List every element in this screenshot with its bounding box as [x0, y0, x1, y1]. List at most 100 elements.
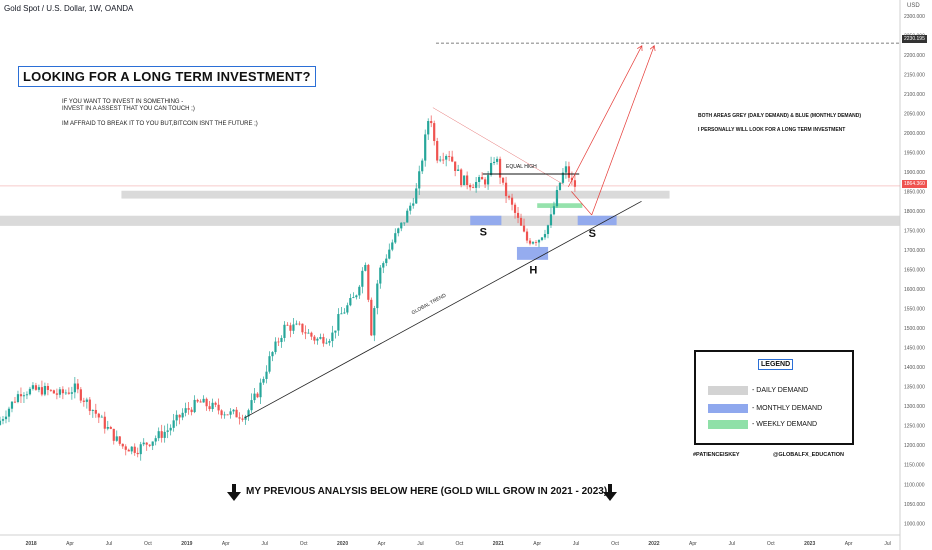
candle-body — [534, 242, 538, 243]
candle-body — [232, 409, 235, 412]
candle-body — [316, 338, 319, 341]
candle-body — [202, 398, 205, 403]
legend-row-monthly: - MONTHLY DEMAND — [708, 404, 848, 414]
y-tick-label: 1400.000 — [904, 365, 925, 371]
candle-body — [528, 240, 532, 244]
legend-box: LEGEND - DAILY DEMAND - MONTHLY DEMAND -… — [694, 350, 854, 445]
candle-body — [445, 156, 448, 160]
candle-body — [109, 426, 112, 429]
candle-body — [400, 222, 403, 229]
candle-body — [49, 389, 53, 391]
legend-row-weekly: - WEEKLY DEMAND — [708, 420, 848, 430]
candle-body — [543, 234, 547, 238]
candle-body — [133, 446, 136, 453]
candle-body — [280, 337, 283, 343]
candle-body — [343, 312, 346, 314]
candle-body — [7, 408, 11, 417]
target-price-tag: 2230.195 — [902, 35, 927, 43]
candle-body — [289, 325, 292, 331]
candle-body — [522, 225, 526, 232]
candle-body — [37, 387, 41, 390]
candle-body — [457, 169, 460, 171]
candle-body — [76, 383, 79, 390]
x-tick-label: 2021 — [493, 541, 504, 547]
candle-body — [439, 159, 442, 161]
x-tick-label: Jul — [573, 541, 579, 547]
candle-body — [295, 323, 298, 325]
candle-body — [190, 409, 193, 413]
candle-body — [501, 177, 505, 183]
candle-body — [573, 180, 577, 187]
candle-body — [283, 324, 286, 338]
currency-label: USD — [907, 3, 920, 9]
candle-body — [561, 172, 565, 183]
symbol-header: Gold Spot / U.S. Dollar, 1W, OANDA — [4, 4, 134, 13]
projection-arrow-2 — [591, 46, 654, 216]
tag-patience: #PATIENCEISKEY — [693, 452, 740, 458]
candle-body — [507, 196, 511, 198]
head-label: H — [529, 265, 537, 277]
candle-body — [537, 239, 541, 243]
x-tick-label: Apr — [689, 541, 697, 547]
candle-body — [379, 267, 382, 284]
candle-body — [172, 420, 175, 428]
candle-body — [513, 204, 517, 213]
y-tick-label: 2050.000 — [904, 111, 925, 117]
candle-body — [118, 436, 121, 444]
daily-demand-lower — [0, 215, 900, 226]
candle-body — [498, 158, 502, 178]
candle-body — [154, 438, 157, 442]
candle-body — [274, 341, 277, 353]
candle-body — [322, 337, 325, 344]
x-tick-label: Apr — [845, 541, 853, 547]
candle-body — [286, 324, 289, 326]
candle-body — [555, 189, 559, 207]
candle-body — [504, 182, 508, 197]
candle-body — [412, 203, 415, 206]
candle-body — [349, 298, 352, 306]
candle-body — [268, 356, 271, 372]
candle-body — [217, 404, 220, 411]
shoulder-drop-line — [571, 191, 592, 216]
y-tick-label: 1850.000 — [904, 190, 925, 196]
note-right-1: BOTH AREAS GREY (DAILY DEMAND) & BLUE (M… — [698, 113, 862, 119]
candle-body — [208, 406, 211, 410]
x-tick-label: 2018 — [26, 541, 37, 547]
candle-body — [22, 395, 26, 397]
candle-body — [55, 393, 58, 395]
y-tick-label: 1350.000 — [904, 385, 925, 391]
y-tick-label: 2100.000 — [904, 92, 925, 98]
candle-body — [151, 441, 154, 446]
candle-body — [373, 308, 376, 336]
s-right-label: S — [589, 228, 596, 240]
candle-body — [187, 408, 190, 410]
candle-body — [546, 225, 550, 235]
candle-body — [58, 389, 61, 395]
candle-body — [382, 263, 385, 268]
candle-body — [169, 427, 172, 431]
candle-body — [552, 206, 556, 215]
x-tick-label: Oct — [455, 541, 463, 547]
candle-body — [160, 431, 163, 438]
y-tick-label: 2150.000 — [904, 72, 925, 78]
candle-body — [124, 446, 127, 450]
candle-body — [193, 399, 196, 413]
monthly-demand-right — [577, 215, 617, 226]
candle-body — [307, 332, 310, 334]
candle-body — [469, 185, 472, 188]
candle-body — [211, 402, 214, 410]
x-tick-label: Apr — [222, 541, 230, 547]
candle-body — [250, 400, 253, 411]
y-tick-label: 1050.000 — [904, 502, 925, 508]
candle-body — [430, 121, 433, 124]
candle-body — [486, 175, 490, 185]
candle-body — [567, 166, 571, 178]
current-price-tag: 1864.360 — [902, 180, 927, 188]
candle-body — [175, 414, 178, 421]
candle-body — [244, 416, 247, 420]
y-tick-label: 1600.000 — [904, 287, 925, 293]
candle-body — [510, 197, 514, 205]
candle-body — [157, 431, 160, 439]
x-tick-label: Oct — [300, 541, 308, 547]
global-trend-label: GLOBAL TREND — [411, 292, 448, 316]
